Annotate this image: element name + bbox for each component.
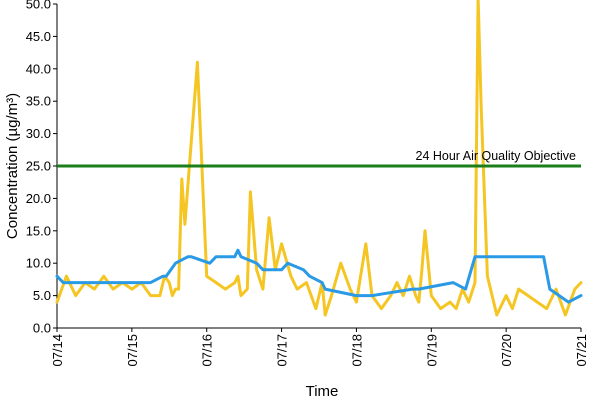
x-axis: 07/14 07/15 07/16 07/17 07/18 07/19 07/20 07/21 bbox=[50, 328, 589, 367]
y-tick-label: 30.0 bbox=[26, 126, 51, 141]
y-tick-label: 50.0 bbox=[26, 0, 51, 12]
x-tick-label: 07/17 bbox=[275, 334, 290, 367]
y-tick-label: 15.0 bbox=[26, 223, 51, 238]
x-tick-label: 07/14 bbox=[50, 334, 65, 367]
y-axis: 0.0 5.0 10.0 15.0 20.0 25.0 30.0 35.0 40.0 45.0 50… bbox=[26, 0, 57, 336]
y-tick-label: 35.0 bbox=[26, 94, 51, 109]
air-quality-objective-label: 24 Hour Air Quality Objective bbox=[416, 149, 577, 163]
x-axis-title: Time bbox=[306, 383, 339, 400]
y-tick-label: 45.0 bbox=[26, 29, 51, 44]
y-tick-label: 0.0 bbox=[33, 321, 51, 336]
y-axis-title: Concentration (µg/m³) bbox=[4, 93, 21, 239]
series-line-blue bbox=[55, 248, 583, 304]
y-tick-label: 10.0 bbox=[26, 256, 51, 271]
y-tick-label: 5.0 bbox=[33, 288, 51, 303]
series-layer bbox=[55, 0, 583, 317]
y-tick-label: 25.0 bbox=[26, 159, 51, 174]
y-tick-label: 20.0 bbox=[26, 191, 51, 206]
x-tick-label: 07/16 bbox=[200, 334, 215, 367]
x-tick-label: 07/19 bbox=[424, 334, 439, 367]
y-tick-label: 40.0 bbox=[26, 61, 51, 76]
x-tick-label: 07/21 bbox=[574, 334, 589, 367]
x-tick-label: 07/20 bbox=[499, 334, 514, 367]
x-tick-label: 07/15 bbox=[125, 334, 140, 367]
x-tick-label: 07/18 bbox=[349, 334, 364, 367]
